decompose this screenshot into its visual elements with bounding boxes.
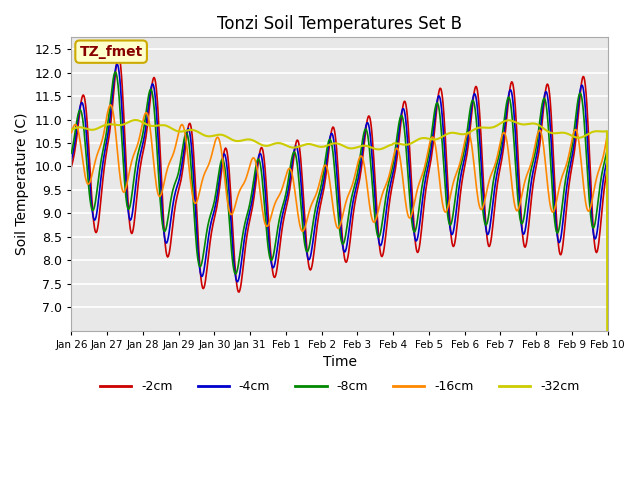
Text: TZ_fmet: TZ_fmet [79, 45, 143, 59]
Legend: -2cm, -4cm, -8cm, -16cm, -32cm: -2cm, -4cm, -8cm, -16cm, -32cm [95, 375, 584, 398]
Y-axis label: Soil Temperature (C): Soil Temperature (C) [15, 113, 29, 255]
X-axis label: Time: Time [323, 355, 356, 370]
Title: Tonzi Soil Temperatures Set B: Tonzi Soil Temperatures Set B [217, 15, 462, 33]
